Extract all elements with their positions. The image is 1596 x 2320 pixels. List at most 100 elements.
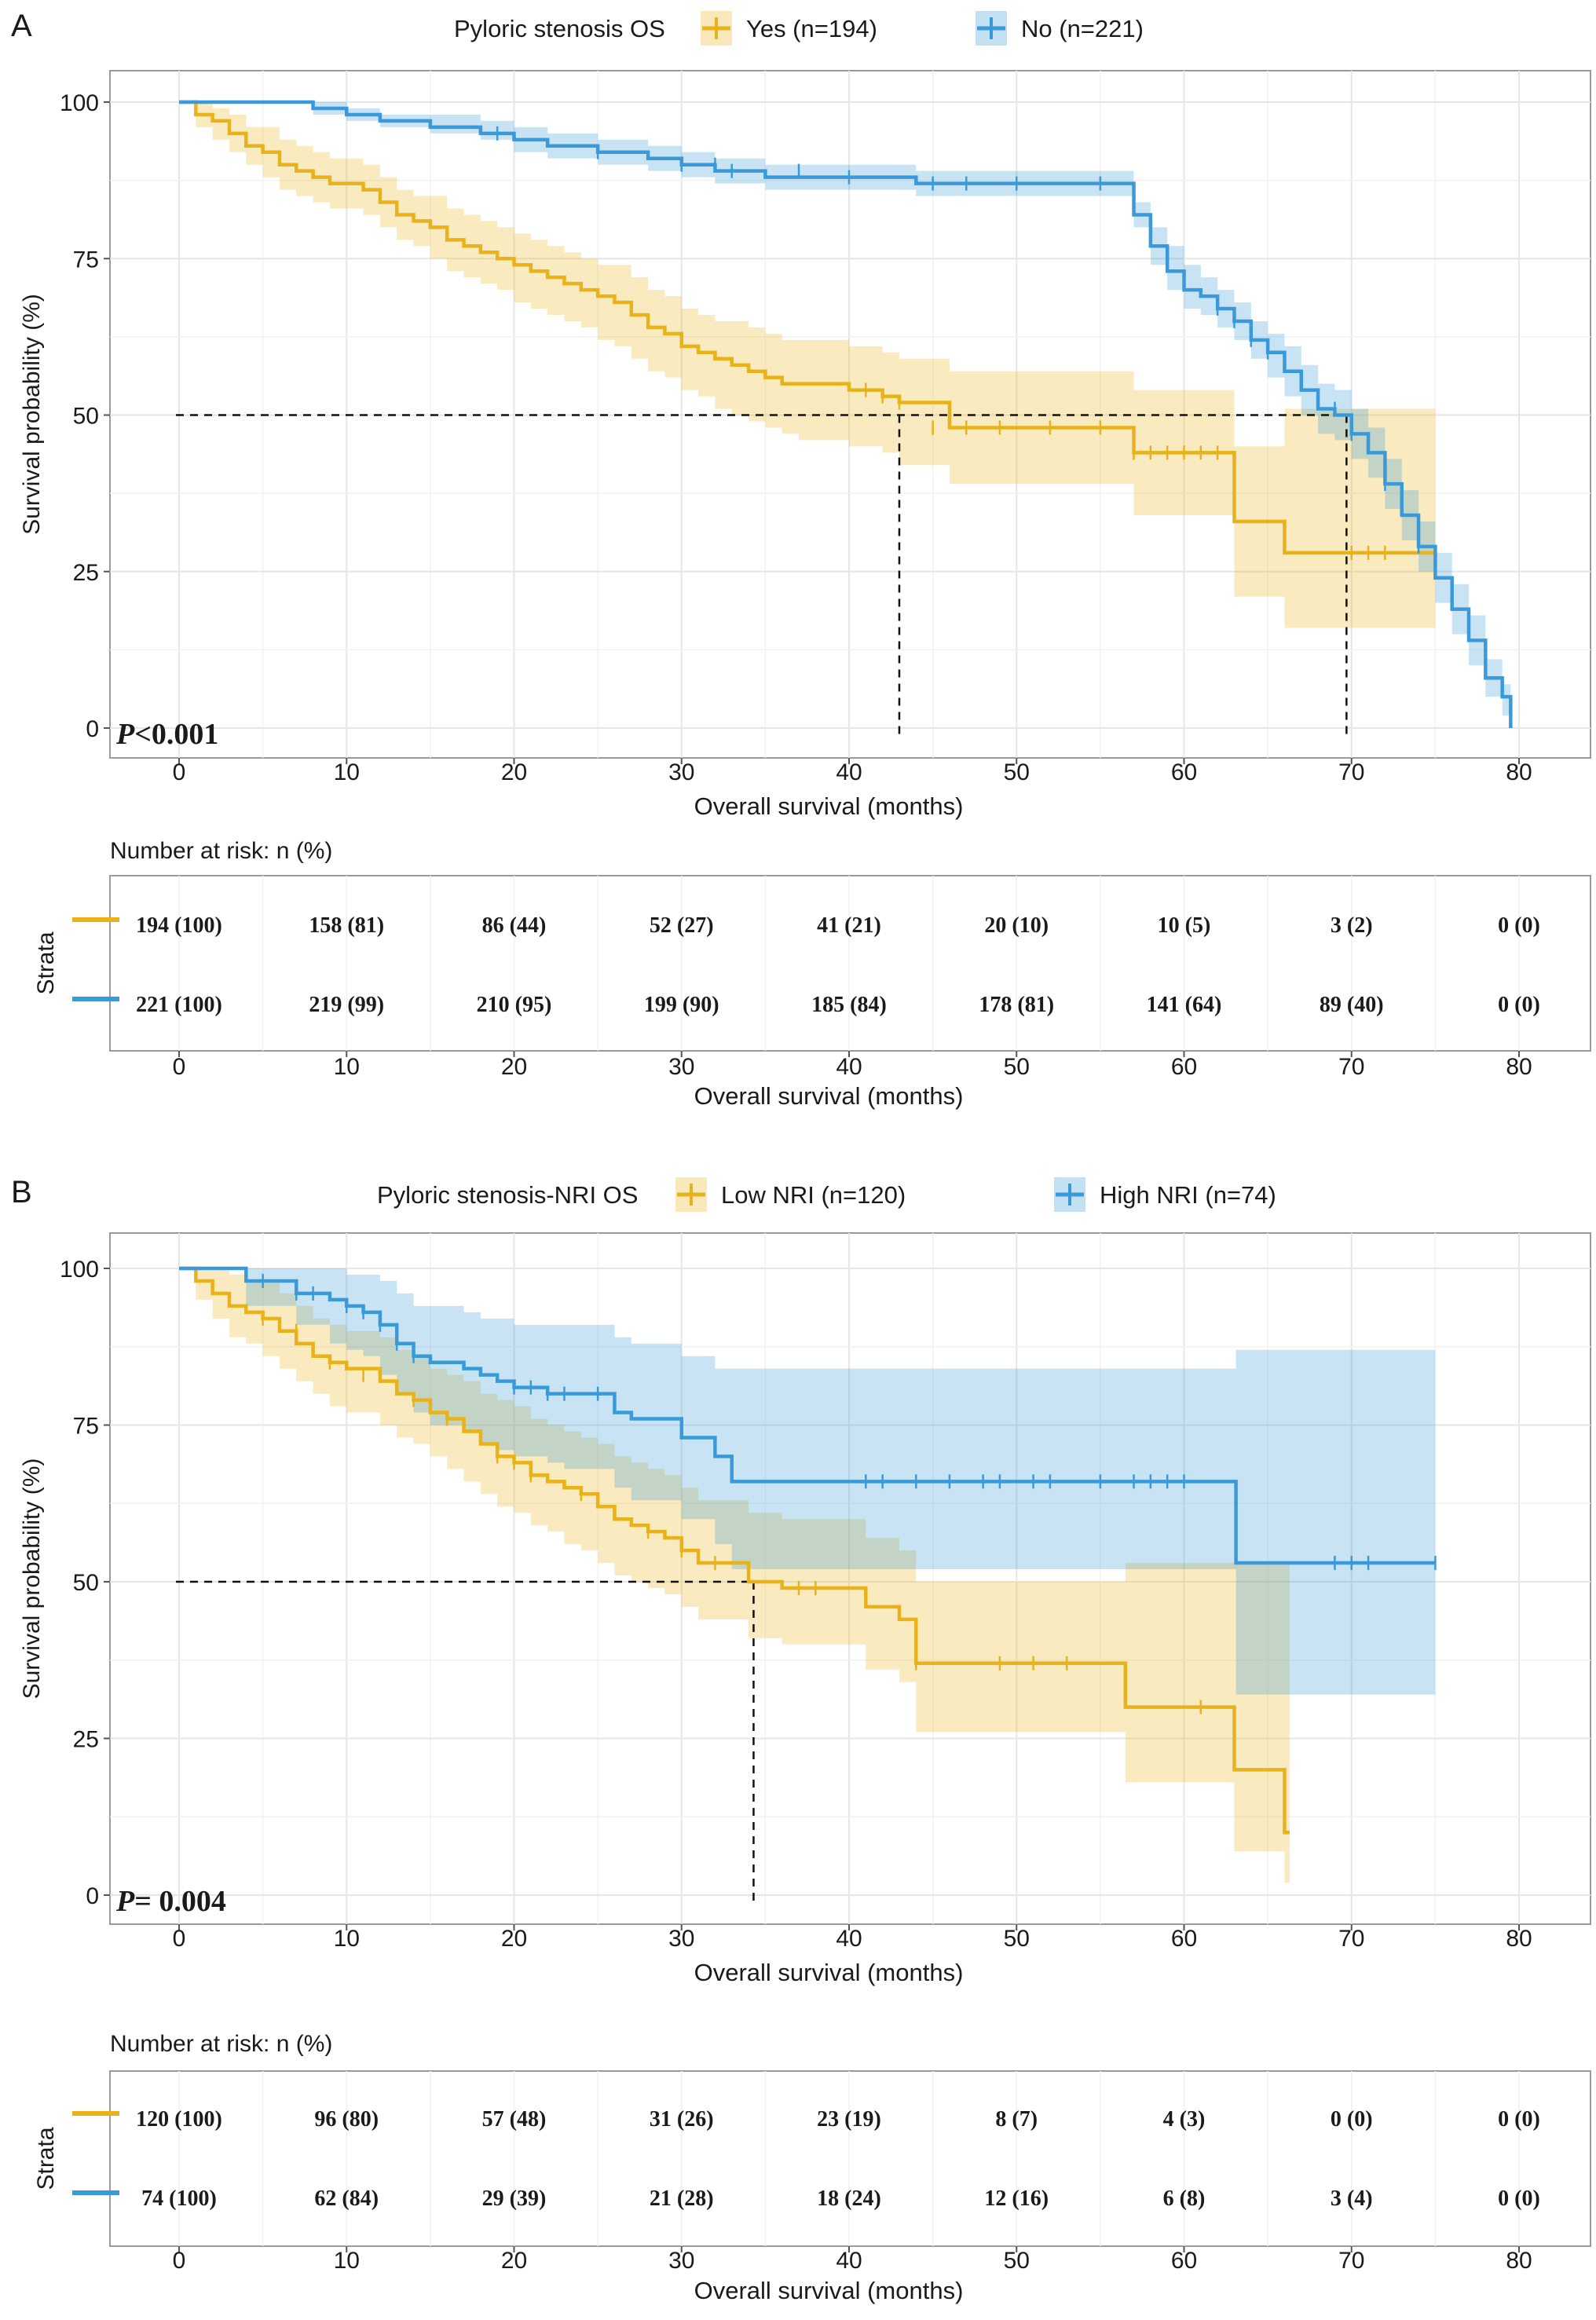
legend: Pyloric stenosis OS Yes (n=194) No (n=221) [454,11,1144,46]
x-tick-label: 80 [1506,1926,1532,1952]
x-tick-label: 60 [1171,1926,1197,1952]
median-lines [176,1580,755,1905]
risk-x-tick-label: 60 [1171,1054,1197,1080]
ci-band-series-1 [179,1268,1290,1883]
y-tick-label: 0 [86,716,99,742]
risk-x-tick-label: 0 [173,1054,186,1080]
km-panel-a: A Pyloric stenosis OS Yes (n=194) No (n=221… [11,9,1591,1110]
panel-label: A [11,9,32,43]
p-value-text: <0.001 [134,718,218,751]
risk-x-tick-label: 60 [1171,2248,1197,2274]
risk-cell: 89 (40) [1320,993,1384,1017]
p-value: P= 0.004 [115,1885,226,1918]
plot-area [109,1232,1591,1925]
y-tick-label: 25 [73,560,99,586]
risk-x-tick-label: 0 [173,2248,186,2274]
risk-cell: 178 (81) [979,993,1054,1017]
risk-x-tick-label: 50 [1004,1054,1030,1080]
risk-table-box [109,2070,1591,2247]
risk-cell: 18 (24) [817,2186,881,2211]
risk-cell: 29 (39) [482,2186,547,2211]
x-tick-label: 70 [1338,1926,1364,1952]
risk-cell: 120 (100) [136,2107,222,2132]
x-tick-label: 60 [1171,759,1197,785]
risk-cell: 158 (81) [309,913,384,938]
risk-table-title: Number at risk: n (%) [110,2031,332,2057]
risk-cell: 4 (3) [1163,2107,1206,2132]
risk-cell: 141 (64) [1147,993,1222,1017]
km-curve-series-1 [179,1266,1290,1835]
risk-x-axis-title: Overall survival (months) [694,1082,964,1110]
legend-entry-2: No (n=221) [1021,15,1144,42]
risk-cell: 20 (10) [984,913,1049,938]
km-curve-series-1 [179,100,1436,555]
x-tick-label: 40 [836,759,862,785]
x-axis: 0 10 20 30 40 50 60 70 80 Overall survival (month… [173,1924,1532,1986]
legend-entry-2: High NRI (n=74) [1100,1181,1276,1209]
risk-cell: 86 (44) [482,913,547,938]
x-tick-label: 0 [173,759,186,785]
km-panel-b: B Pyloric stenosis-NRI OS Low NRI (n=120) H… [11,1175,1591,2304]
x-tick-label: 20 [501,1926,527,1952]
risk-cell: 0 (0) [1498,2107,1540,2132]
risk-cell: 6 (8) [1163,2186,1206,2211]
x-tick-label: 20 [501,759,527,785]
legend-title: Pyloric stenosis OS [454,15,665,42]
gridlines [110,1233,1591,1924]
risk-cell: 3 (2) [1331,913,1373,938]
x-axis-title: Overall survival (months) [694,792,964,820]
risk-x-tick-label: 50 [1004,2248,1030,2274]
x-tick-label: 80 [1506,759,1532,785]
legend-entry-1: Low NRI (n=120) [721,1181,906,1209]
risk-x-tick-label: 70 [1338,1054,1364,1080]
risk-cell: 0 (0) [1331,2107,1373,2132]
censor-marks-series-2 [262,1273,1437,1571]
risk-x-tick-label: 80 [1506,1054,1532,1080]
risk-cell: 74 (100) [141,2186,217,2211]
y-axis: 0 25 50 75 100 Survival probability (%) [19,90,110,742]
risk-x-tick-label: 30 [668,1054,694,1080]
x-axis: 0 10 20 30 40 50 60 70 80 Overall survival (month… [173,758,1532,820]
risk-cell: 221 (100) [136,993,222,1017]
risk-x-tick-label: 70 [1338,2248,1364,2274]
risk-cell: 219 (99) [309,993,384,1017]
p-value: P<0.001 [115,718,218,751]
km-curve-series-2 [179,100,1513,728]
y-tick-label: 50 [73,1570,99,1596]
legend-entry-1: Yes (n=194) [746,15,877,42]
y-axis-title: Survival probability (%) [19,1458,45,1700]
ci-band-series-1 [179,102,1436,628]
risk-cell: 185 (84) [811,993,887,1017]
risk-cell: 31 (26) [650,2107,714,2132]
censor-marks-series-1 [262,1311,1202,1714]
strata-label: Strata [33,2127,59,2190]
risk-cell: 8 (7) [995,2107,1038,2132]
risk-cell: 12 (16) [984,2186,1049,2211]
risk-x-tick-label: 40 [836,1054,862,1080]
risk-table-title: Number at risk: n (%) [110,838,332,864]
risk-cell: 210 (95) [477,993,552,1017]
risk-x-tick-label: 40 [836,2248,862,2274]
legend: Pyloric stenosis-NRI OS Low NRI (n=120) Hi… [377,1177,1276,1212]
y-tick-label: 50 [73,404,99,430]
y-tick-label: 75 [73,1414,99,1440]
strata-label: Strata [33,931,59,994]
x-tick-label: 10 [334,759,360,785]
p-value-label: P [115,718,135,751]
risk-table-box [109,875,1591,1052]
risk-cell: 194 (100) [136,913,222,938]
risk-x-tick-label: 10 [334,2248,360,2274]
x-tick-label: 0 [173,1926,186,1952]
risk-x-axis-title: Overall survival (months) [694,2277,964,2304]
ci-band-series-2 [179,102,1511,728]
x-tick-label: 50 [1004,1926,1030,1952]
y-tick-label: 100 [60,90,99,116]
y-axis: 0 25 50 75 100 Survival probability (%) [19,1257,110,1909]
risk-x-tick-label: 20 [501,1054,527,1080]
legend-title: Pyloric stenosis-NRI OS [377,1181,638,1209]
panel-label: B [11,1175,32,1209]
risk-cell: 3 (4) [1331,2186,1373,2211]
p-value-label: P [115,1885,135,1918]
risk-cell: 41 (21) [817,913,881,938]
